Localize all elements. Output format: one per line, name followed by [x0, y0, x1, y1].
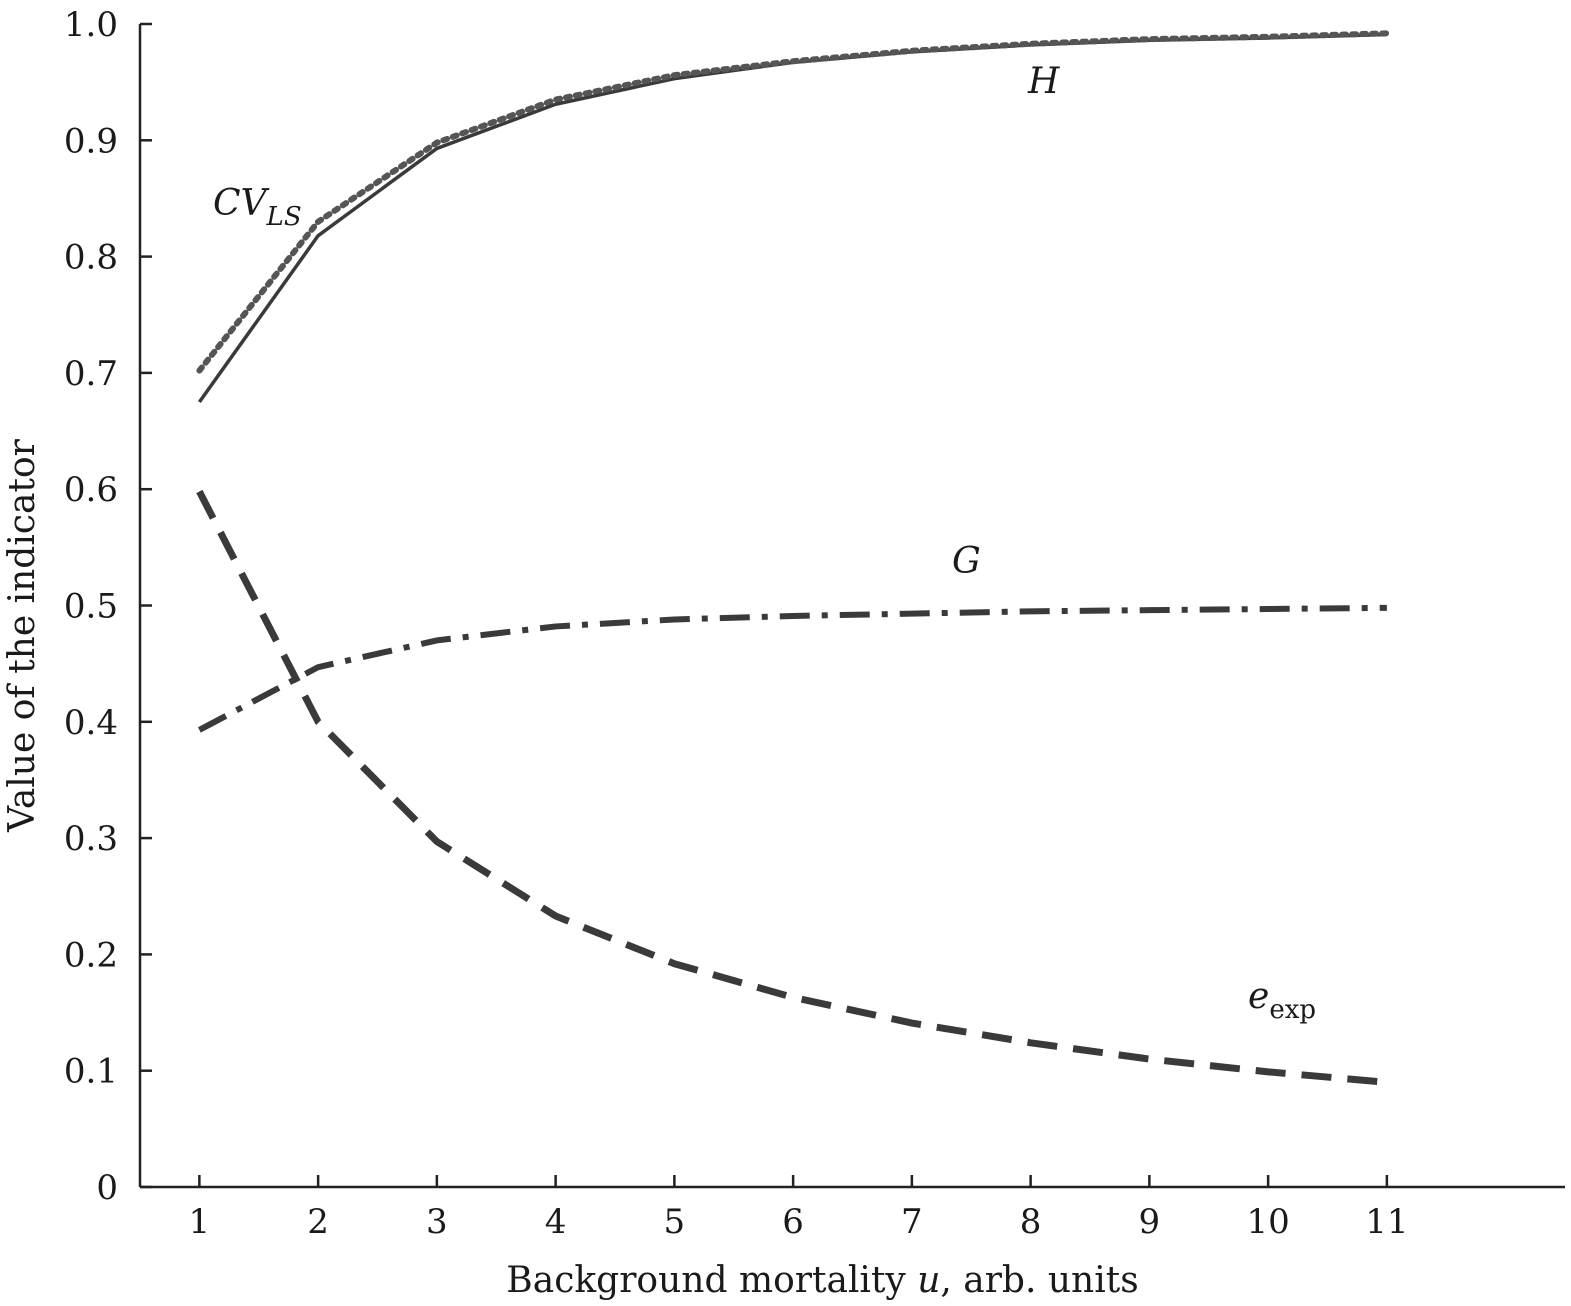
y-axis-title: Value of the indicator [2, 438, 43, 832]
y-tick-label: 0.3 [64, 819, 118, 859]
y-tick-label: 0.9 [64, 121, 118, 161]
y-tick-label: 0.4 [64, 703, 118, 743]
series-label-h: H [1027, 61, 1060, 102]
y-tick-label: 0.2 [64, 935, 118, 975]
series-label-e-exp: eexp [1248, 976, 1316, 1025]
y-tick-label: 0.6 [64, 470, 118, 510]
series-label-cv-ls: CVLS [213, 183, 302, 232]
series-line-cv-ls [196, 30, 1390, 374]
series-line-g [197, 604, 1387, 733]
axes: 0 0.1 0.2 0.3 0.4 0.5 0.6 0.7 0.8 0.9 1.0 1 2 3 4 5 6 7 8 9… [64, 5, 1565, 1242]
y-tick-label: 0.5 [64, 587, 118, 627]
x-tick-label: 10 [1246, 1202, 1289, 1242]
x-tick-label: 3 [426, 1202, 448, 1242]
x-tick-label: 6 [782, 1202, 804, 1242]
x-tick-label: 9 [1139, 1202, 1161, 1242]
x-tick-label: 5 [664, 1202, 686, 1242]
series-line-e-exp [196, 489, 1388, 1086]
y-tick-label: 1.0 [64, 5, 118, 45]
series-line-h [197, 32, 1387, 403]
x-axis-title: Background mortality u, arb. units [506, 1260, 1138, 1301]
x-tick-label: 8 [1020, 1202, 1042, 1242]
series-lines [196, 30, 1390, 1086]
y-tick-label: 0.8 [64, 238, 118, 278]
x-tick-label: 7 [901, 1202, 923, 1242]
y-tick-label: 0.1 [64, 1052, 118, 1092]
series-label-g: G [952, 541, 981, 582]
x-tick-label: 1 [189, 1202, 211, 1242]
x-tick-label: 2 [307, 1202, 329, 1242]
y-tick-label: 0 [96, 1168, 118, 1208]
y-tick-label: 0.7 [64, 354, 118, 394]
x-tick-label: 4 [545, 1202, 567, 1242]
x-tick-label: 11 [1365, 1202, 1408, 1242]
